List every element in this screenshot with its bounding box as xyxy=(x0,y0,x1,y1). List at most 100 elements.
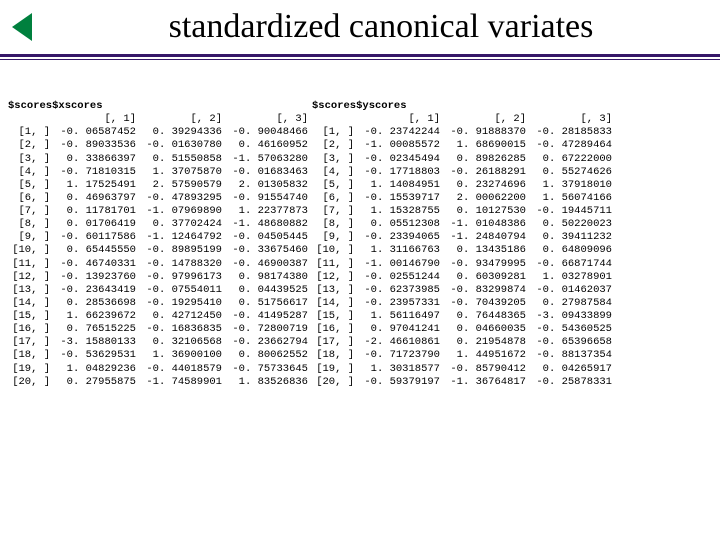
xscores-cell: -0. 16836835 xyxy=(140,323,226,336)
yscores-cell: -0. 47289464 xyxy=(530,139,616,152)
yscores-cell: -0. 28185833 xyxy=(530,126,616,139)
xscores-rowname: [6, ] xyxy=(8,192,54,205)
xscores-cell: -0. 19295410 xyxy=(140,297,226,310)
xscores-cell: 1. 22377873 xyxy=(226,205,312,218)
xscores-cell: 0. 33866397 xyxy=(54,153,140,166)
xscores-cell: -0. 01630780 xyxy=(140,139,226,152)
yscores-block: $scores$yscores[, 1][, 2][, 3][1, ]-0. 2… xyxy=(312,100,616,389)
xscores-heading: $scores$xscores xyxy=(8,100,312,113)
xscores-row: [14, ] 0. 28536698-0. 19295410 0. 517566… xyxy=(8,297,312,310)
xscores-row: [20, ] 0. 27955875-1. 74589901 1. 835268… xyxy=(8,376,312,389)
yscores-rowname: [10, ] xyxy=(312,244,358,257)
xscores-cell: -0. 46740331 xyxy=(54,258,140,271)
yscores-cell: -3. 09433899 xyxy=(530,310,616,323)
xscores-cell: -0. 60117586 xyxy=(54,231,140,244)
yscores-cell: -0. 59379197 xyxy=(358,376,444,389)
xscores-cell: -0. 72800719 xyxy=(226,323,312,336)
xscores-rowname: [20, ] xyxy=(8,376,54,389)
yscores-cell: 0. 64809096 xyxy=(530,244,616,257)
yscores-cell: -0. 23742244 xyxy=(358,126,444,139)
yscores-cell: -1. 00085572 xyxy=(358,139,444,152)
yscores-row: [15, ] 1. 56116497 0. 76448365-3. 094338… xyxy=(312,310,616,323)
yscores-rowname: [5, ] xyxy=(312,179,358,192)
xscores-row: [12, ]-0. 13923760-0. 97996173 0. 981743… xyxy=(8,271,312,284)
yscores-cell: -0. 62373985 xyxy=(358,284,444,297)
yscores-cell: 1. 37918010 xyxy=(530,179,616,192)
xscores-rowname: [8, ] xyxy=(8,218,54,231)
xscores-cell: -0. 71810315 xyxy=(54,166,140,179)
xscores-cell: 0. 76515225 xyxy=(54,323,140,336)
yscores-cell: -0. 17718803 xyxy=(358,166,444,179)
xscores-cell: -0. 41495287 xyxy=(226,310,312,323)
xscores-cell: -0. 14788320 xyxy=(140,258,226,271)
xscores-cell: 0. 01706419 xyxy=(54,218,140,231)
yscores-cell: 0. 89826285 xyxy=(444,153,530,166)
yscores-rowname: [20, ] xyxy=(312,376,358,389)
yscores-row: [9, ]-0. 23394065-1. 24840794 0. 3941123… xyxy=(312,231,616,244)
back-arrow-icon[interactable] xyxy=(12,13,32,41)
yscores-row: [5, ] 1. 14084951 0. 23274696 1. 3791801… xyxy=(312,179,616,192)
yscores-cell: -0. 26188291 xyxy=(444,166,530,179)
xscores-row: [17, ]-3. 15880133 0. 32106568-0. 236627… xyxy=(8,336,312,349)
xscores-row: [11, ]-0. 46740331-0. 14788320-0. 469003… xyxy=(8,258,312,271)
yscores-cell: -0. 88137354 xyxy=(530,349,616,362)
xscores-cell: 1. 37075870 xyxy=(140,166,226,179)
yscores-cell: -0. 91888370 xyxy=(444,126,530,139)
yscores-cell: 0. 05512308 xyxy=(358,218,444,231)
xscores-cell: 0. 04439525 xyxy=(226,284,312,297)
yscores-row: [3, ]-0. 02345494 0. 89826285 0. 6722200… xyxy=(312,153,616,166)
yscores-cell: 0. 50220023 xyxy=(530,218,616,231)
yscores-cell: 1. 14084951 xyxy=(358,179,444,192)
yscores-rowname: [15, ] xyxy=(312,310,358,323)
xscores-cell: 0. 28536698 xyxy=(54,297,140,310)
yscores-cell: 1. 15328755 xyxy=(358,205,444,218)
yscores-header-row: [, 1][, 2][, 3] xyxy=(312,113,616,126)
yscores-rowname: [4, ] xyxy=(312,166,358,179)
yscores-cell: -0. 01462037 xyxy=(530,284,616,297)
xscores-row: [9, ]-0. 60117586-1. 12464792-0. 0450544… xyxy=(8,231,312,244)
xscores-cell: -1. 48680882 xyxy=(226,218,312,231)
yscores-cell: 0. 04660035 xyxy=(444,323,530,336)
xscores-row: [16, ] 0. 76515225-0. 16836835-0. 728007… xyxy=(8,323,312,336)
yscores-rowname-header xyxy=(312,113,358,126)
xscores-cell: 2. 57590579 xyxy=(140,179,226,192)
xscores-cell: -0. 90048466 xyxy=(226,126,312,139)
xscores-rowname: [3, ] xyxy=(8,153,54,166)
xscores-rowname: [11, ] xyxy=(8,258,54,271)
page-title: standardized canonical variates xyxy=(62,8,700,46)
yscores-cell: -0. 71723790 xyxy=(358,349,444,362)
xscores-rowname: [1, ] xyxy=(8,126,54,139)
yscores-cell: -1. 24840794 xyxy=(444,231,530,244)
xscores-cell: -1. 12464792 xyxy=(140,231,226,244)
xscores-cell: 1. 83526836 xyxy=(226,376,312,389)
xscores-rowname-header xyxy=(8,113,54,126)
xscores-row: [2, ]-0. 89033536-0. 01630780 0. 4616095… xyxy=(8,139,312,152)
xscores-row: [6, ] 0. 46963797-0. 47893295-0. 9155474… xyxy=(8,192,312,205)
xscores-cell: -0. 01683463 xyxy=(226,166,312,179)
yscores-row: [13, ]-0. 62373985-0. 83299874-0. 014620… xyxy=(312,284,616,297)
yscores-rowname: [12, ] xyxy=(312,271,358,284)
xscores-rowname: [4, ] xyxy=(8,166,54,179)
yscores-cell: -0. 23957331 xyxy=(358,297,444,310)
yscores-cell: -0. 70439205 xyxy=(444,297,530,310)
xscores-cell: 0. 51550858 xyxy=(140,153,226,166)
xscores-rowname: [14, ] xyxy=(8,297,54,310)
yscores-row: [18, ]-0. 71723790 1. 44951672-0. 881373… xyxy=(312,349,616,362)
xscores-rowname: [12, ] xyxy=(8,271,54,284)
yscores-rowname: [6, ] xyxy=(312,192,358,205)
yscores-rowname: [11, ] xyxy=(312,258,358,271)
yscores-cell: 0. 55274626 xyxy=(530,166,616,179)
xscores-cell: -0. 75733645 xyxy=(226,363,312,376)
xscores-col-header-0: [, 1] xyxy=(54,113,140,126)
yscores-heading: $scores$yscores xyxy=(312,100,616,113)
yscores-cell: -2. 46610861 xyxy=(358,336,444,349)
xscores-rowname: [17, ] xyxy=(8,336,54,349)
xscores-cell: -0. 33675460 xyxy=(226,244,312,257)
xscores-row: [19, ] 1. 04829236-0. 44018579-0. 757336… xyxy=(8,363,312,376)
yscores-cell: 0. 21954878 xyxy=(444,336,530,349)
yscores-cell: 0. 67222000 xyxy=(530,153,616,166)
xscores-rowname: [5, ] xyxy=(8,179,54,192)
xscores-rowname: [9, ] xyxy=(8,231,54,244)
yscores-row: [2, ]-1. 00085572 1. 68690015-0. 4728946… xyxy=(312,139,616,152)
yscores-cell: -0. 93479995 xyxy=(444,258,530,271)
